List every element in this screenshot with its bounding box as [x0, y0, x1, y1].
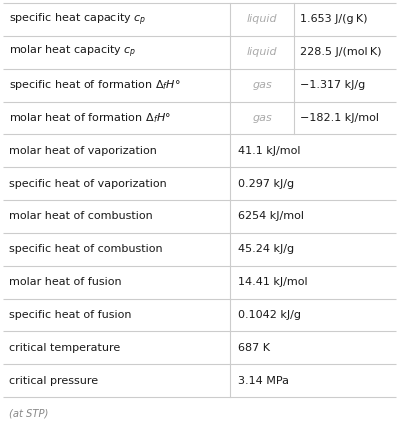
Text: specific heat of fusion: specific heat of fusion: [9, 310, 132, 320]
Text: specific heat of vaporization: specific heat of vaporization: [9, 179, 167, 189]
Text: molar heat capacity $c_p$: molar heat capacity $c_p$: [9, 44, 136, 61]
Text: molar heat of fusion: molar heat of fusion: [9, 277, 122, 287]
Text: molar heat of formation $\Delta_f H°$: molar heat of formation $\Delta_f H°$: [9, 111, 171, 125]
Text: liquid: liquid: [247, 47, 277, 57]
Text: liquid: liquid: [247, 14, 277, 24]
Text: 45.24 kJ/g: 45.24 kJ/g: [238, 244, 294, 254]
Text: 0.1042 kJ/g: 0.1042 kJ/g: [238, 310, 301, 320]
Text: 1.653 J/(g K): 1.653 J/(g K): [300, 14, 368, 24]
Text: 228.5 J/(mol K): 228.5 J/(mol K): [300, 47, 382, 57]
Text: 3.14 MPa: 3.14 MPa: [238, 376, 289, 386]
Text: −182.1 kJ/mol: −182.1 kJ/mol: [300, 113, 379, 123]
Text: 14.41 kJ/mol: 14.41 kJ/mol: [238, 277, 308, 287]
Text: gas: gas: [252, 80, 272, 90]
Text: 6254 kJ/mol: 6254 kJ/mol: [238, 211, 304, 221]
Text: (at STP): (at STP): [9, 408, 48, 418]
Text: molar heat of vaporization: molar heat of vaporization: [9, 146, 157, 156]
Text: 0.297 kJ/g: 0.297 kJ/g: [238, 179, 294, 189]
Text: 41.1 kJ/mol: 41.1 kJ/mol: [238, 146, 301, 156]
Text: 687 K: 687 K: [238, 343, 270, 353]
Text: critical pressure: critical pressure: [9, 376, 98, 386]
Text: molar heat of combustion: molar heat of combustion: [9, 211, 153, 221]
Text: specific heat capacity $c_p$: specific heat capacity $c_p$: [9, 11, 146, 28]
Text: critical temperature: critical temperature: [9, 343, 120, 353]
Text: specific heat of combustion: specific heat of combustion: [9, 244, 163, 254]
Text: −1.317 kJ/g: −1.317 kJ/g: [300, 80, 365, 90]
Text: specific heat of formation $\Delta_f H°$: specific heat of formation $\Delta_f H°$: [9, 78, 181, 92]
Text: gas: gas: [252, 113, 272, 123]
